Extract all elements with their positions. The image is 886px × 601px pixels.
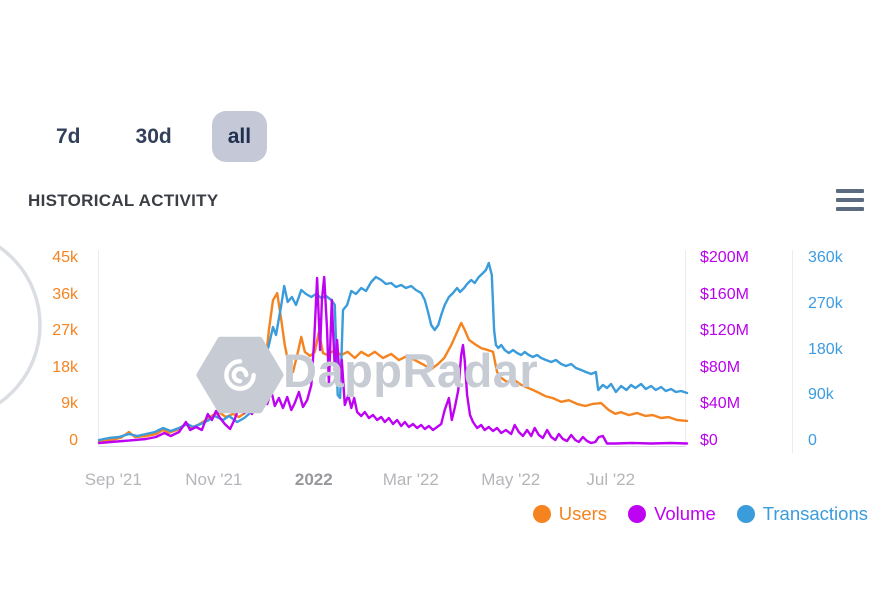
period-selector: 7d 30d all: [42, 110, 268, 162]
transactions-tick-label: 0: [808, 432, 817, 449]
volume-tick-label: $80M: [700, 358, 741, 376]
x-tick-label: Sep '21: [84, 470, 142, 489]
users-axis: 45k 36k 27k 18k 9k 0: [30, 0, 78, 601]
transactions-axis: 360k 270k 180k 90k 0: [808, 0, 878, 601]
period-button-all[interactable]: all: [211, 110, 268, 162]
volume-tick-label: $40M: [700, 395, 741, 413]
legend-label-users: Users: [558, 503, 608, 524]
period-button-7d[interactable]: 7d: [56, 124, 81, 148]
volume-tick-label: $200M: [700, 249, 749, 266]
watermark-edge-ring-icon: [0, 245, 42, 405]
page-title: HISTORICAL ACTIVITY: [28, 191, 219, 210]
users-legend-dot-icon: [532, 505, 551, 523]
users-tick-label: 27k: [52, 322, 78, 340]
x-tick-label: May '22: [481, 470, 541, 489]
volume-legend-dot-icon: [628, 505, 647, 523]
axis-separator-line: [792, 250, 793, 453]
chart-legend: Users Volume Transactions: [532, 503, 868, 525]
x-tick-label: Jul '22: [586, 470, 636, 489]
hamburger-menu-icon[interactable]: [836, 189, 864, 211]
x-tick-label: 2022: [294, 470, 333, 489]
users-tick-label: 36k: [52, 285, 78, 303]
x-tick-label: Nov '21: [185, 470, 243, 489]
dappradar-logo-icon: [196, 336, 284, 414]
legend-item-transactions[interactable]: Transactions: [736, 503, 868, 525]
legend-item-volume[interactable]: Volume: [628, 503, 716, 525]
users-tick-label: 45k: [52, 249, 78, 266]
volume-tick-label: $160M: [700, 285, 749, 303]
volume-tick-label: $120M: [700, 322, 749, 340]
period-button-30d[interactable]: 30d: [135, 124, 172, 148]
users-tick-label: 0: [69, 432, 78, 449]
volume-tick-label: $0: [700, 432, 718, 449]
x-axis-labels: Sep '21 Nov '21 2022 Mar '22 May '22 Jul '22: [0, 470, 886, 494]
transactions-legend-dot-icon: [736, 505, 755, 523]
x-tick-label: Mar '22: [382, 470, 439, 489]
legend-label-transactions: Transactions: [762, 503, 868, 524]
transactions-tick-label: 180k: [808, 340, 843, 358]
transactions-tick-label: 360k: [808, 249, 843, 266]
transactions-tick-label: 90k: [808, 386, 834, 404]
users-tick-label: 9k: [61, 395, 78, 413]
legend-label-volume: Volume: [654, 503, 716, 524]
users-tick-label: 18k: [52, 358, 78, 376]
legend-item-users[interactable]: Users: [532, 503, 608, 525]
transactions-tick-label: 270k: [808, 294, 843, 312]
watermark-text: DappRadar: [283, 344, 539, 397]
volume-axis: $200M $160M $120M $80M $40M $0: [700, 0, 786, 601]
